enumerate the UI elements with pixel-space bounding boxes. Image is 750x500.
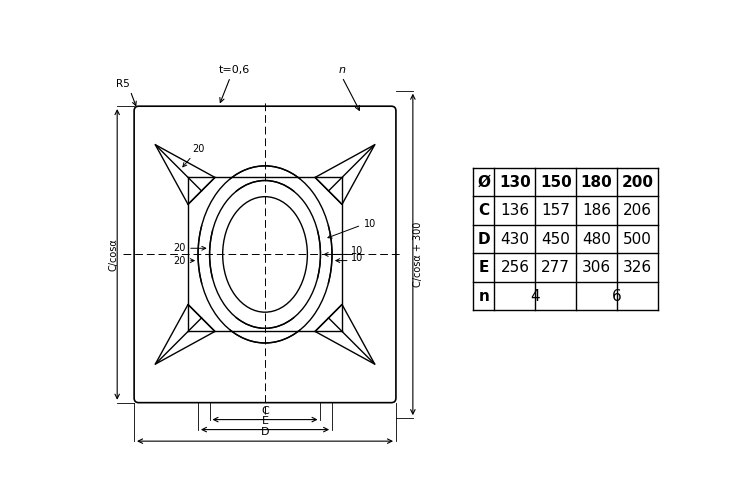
Text: 206: 206 [622, 203, 652, 218]
Text: 4: 4 [530, 288, 540, 304]
Text: 277: 277 [542, 260, 570, 275]
Text: 10: 10 [364, 218, 376, 228]
Text: 186: 186 [582, 203, 611, 218]
Text: Ø: Ø [477, 174, 490, 190]
Text: E: E [478, 260, 489, 275]
Text: C/cosα + 300: C/cosα + 300 [413, 222, 423, 287]
Text: 20: 20 [193, 144, 205, 154]
Text: 500: 500 [623, 232, 652, 246]
Text: C: C [478, 203, 489, 218]
Text: 136: 136 [500, 203, 530, 218]
Text: 10: 10 [351, 252, 364, 262]
Text: C: C [261, 406, 269, 415]
Text: n: n [478, 288, 489, 304]
Text: 180: 180 [580, 174, 613, 190]
Text: n: n [338, 66, 346, 76]
Text: 430: 430 [500, 232, 530, 246]
Text: 6: 6 [612, 288, 622, 304]
Text: 130: 130 [499, 174, 531, 190]
Text: 450: 450 [542, 232, 570, 246]
Text: D: D [478, 232, 490, 246]
Text: 20: 20 [173, 256, 186, 266]
Text: E: E [262, 416, 268, 426]
Text: 157: 157 [542, 203, 570, 218]
Text: 10: 10 [351, 246, 364, 256]
Text: t=0,6: t=0,6 [218, 66, 250, 76]
Text: R5: R5 [116, 80, 130, 90]
Text: 150: 150 [540, 174, 572, 190]
Text: 480: 480 [582, 232, 611, 246]
Text: 326: 326 [622, 260, 652, 275]
Text: 256: 256 [500, 260, 530, 275]
Text: C/cosα: C/cosα [108, 238, 118, 271]
Text: 20: 20 [173, 244, 186, 254]
Text: D: D [261, 428, 269, 438]
Text: 306: 306 [582, 260, 611, 275]
Text: 200: 200 [621, 174, 653, 190]
